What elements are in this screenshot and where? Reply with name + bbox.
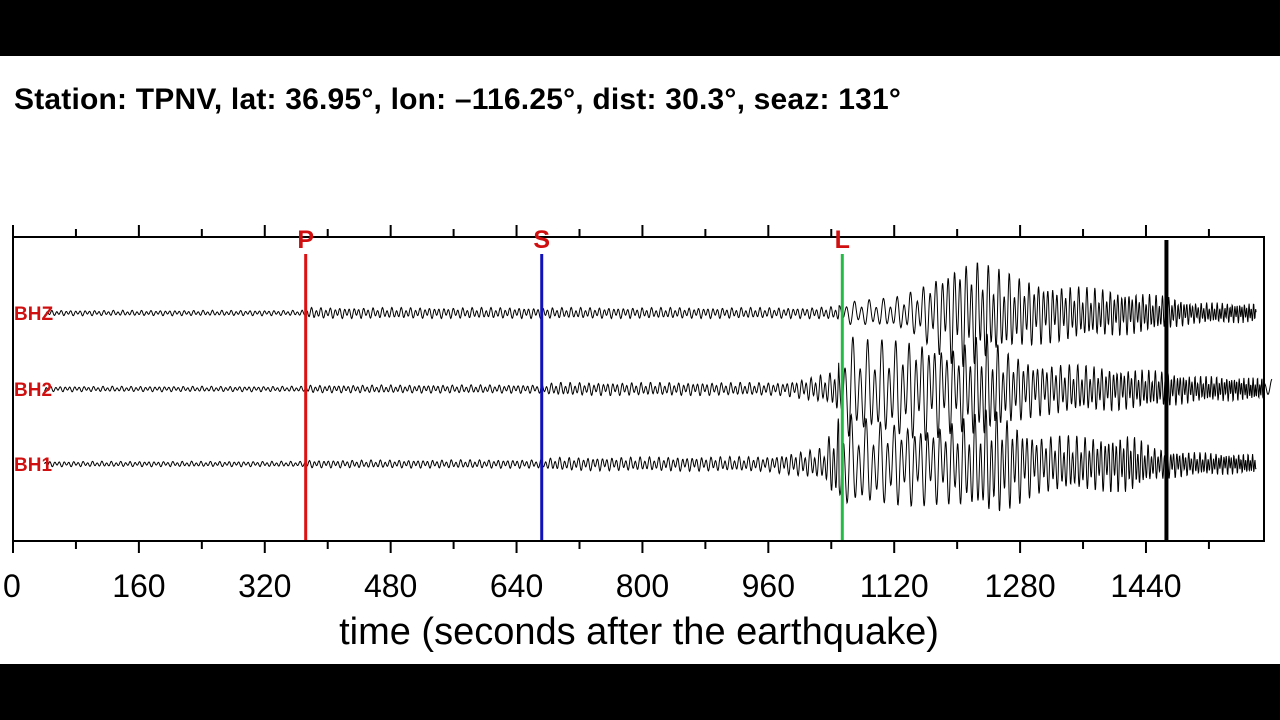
- trace-label-bh2: BH2: [14, 380, 52, 401]
- trace-bh1: [44, 409, 1257, 512]
- trace-bhz: [44, 262, 1257, 367]
- x-tick-label: 480: [364, 568, 417, 604]
- x-tick-label: 0: [3, 568, 21, 604]
- seismogram-chart: BHZ BH2 BH1 P S L 0 160 320 480 640 800 960 1120 1280 1…: [3, 225, 1273, 653]
- x-tick-label: 800: [616, 568, 669, 604]
- plot-border: [12, 236, 1265, 542]
- x-tick-label: 1440: [1110, 568, 1181, 604]
- traces-layer: [44, 262, 1273, 512]
- phase-markers-layer: [304, 240, 1169, 541]
- x-tick-label: 960: [742, 568, 795, 604]
- trace-label-bhz: BHZ: [14, 304, 53, 325]
- labels-layer: BHZ BH2 BH1 P S L 0 160 320 480 640 800 960 1120 1280 1…: [3, 226, 1182, 653]
- x-axis-label: time (seconds after the earthquake): [339, 611, 939, 653]
- plot-frame: Station: TPNV, lat: 36.95°, lon: –116.25…: [0, 56, 1280, 664]
- x-tick-label: 640: [490, 568, 543, 604]
- phase-label-p: P: [297, 226, 314, 254]
- x-tick-label: 1120: [860, 568, 929, 604]
- phase-label-s: S: [533, 226, 550, 254]
- axes-layer: [12, 225, 1265, 553]
- trace-label-bh1: BH1: [14, 455, 52, 476]
- x-tick-label: 160: [112, 568, 165, 604]
- trace-bh2: [44, 333, 1273, 441]
- phase-label-l: L: [835, 226, 850, 254]
- x-tick-label: 320: [238, 568, 291, 604]
- x-tick-label: 1280: [985, 568, 1056, 604]
- chart-title: Station: TPNV, lat: 36.95°, lon: –116.25…: [14, 83, 902, 116]
